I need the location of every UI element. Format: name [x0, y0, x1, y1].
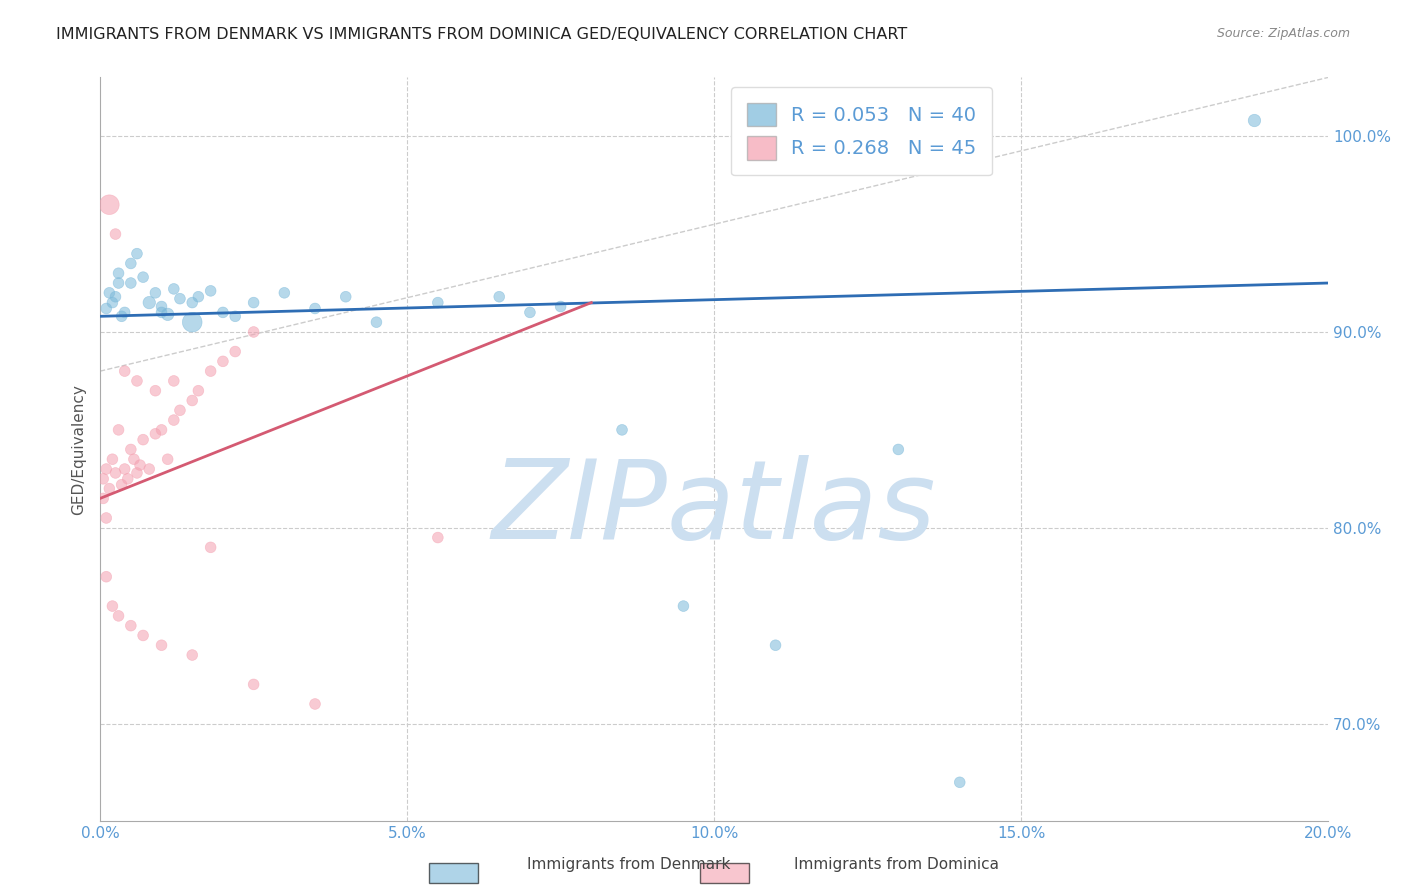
Point: [132, 628, 155, 642]
Point: [335, 290, 357, 304]
Point: [107, 608, 129, 623]
Point: [120, 442, 142, 457]
Point: [125, 246, 148, 260]
Point: [104, 290, 127, 304]
Point: [98, 197, 121, 211]
Point: [145, 384, 167, 398]
Point: [114, 462, 136, 476]
Point: [212, 354, 235, 368]
Point: [101, 452, 124, 467]
Text: Immigrants from Denmark: Immigrants from Denmark: [527, 857, 731, 872]
Point: [107, 266, 129, 280]
Text: ZIPatlas: ZIPatlas: [492, 456, 936, 563]
Point: [91, 472, 114, 486]
Point: [96, 462, 118, 476]
Point: [304, 697, 326, 711]
Text: Source: ZipAtlas.com: Source: ZipAtlas.com: [1216, 27, 1350, 40]
Point: [111, 310, 134, 324]
Point: [111, 477, 134, 491]
Point: [187, 384, 209, 398]
Point: [163, 374, 186, 388]
Point: [150, 423, 173, 437]
Point: [169, 292, 191, 306]
Text: IMMIGRANTS FROM DENMARK VS IMMIGRANTS FROM DOMINICA GED/EQUIVALENCY CORRELATION : IMMIGRANTS FROM DENMARK VS IMMIGRANTS FR…: [56, 27, 907, 42]
Point: [1243, 113, 1265, 128]
Legend: R = 0.053   N = 40, R = 0.268   N = 45: R = 0.053 N = 40, R = 0.268 N = 45: [731, 87, 993, 176]
Point: [138, 462, 160, 476]
Point: [169, 403, 191, 417]
Point: [104, 227, 127, 241]
Point: [96, 301, 118, 316]
Y-axis label: GED/Equivalency: GED/Equivalency: [72, 384, 86, 515]
Point: [672, 599, 695, 613]
Point: [132, 270, 155, 285]
Point: [101, 599, 124, 613]
Point: [366, 315, 388, 329]
Point: [181, 393, 204, 408]
Point: [150, 638, 173, 652]
Point: [120, 276, 142, 290]
Point: [224, 344, 246, 359]
Text: Immigrants from Dominica: Immigrants from Dominica: [794, 857, 1000, 872]
Point: [132, 433, 155, 447]
Point: [200, 541, 222, 555]
Point: [242, 677, 264, 691]
Point: [304, 301, 326, 316]
Point: [156, 452, 179, 467]
Point: [187, 290, 209, 304]
Point: [107, 423, 129, 437]
Point: [96, 570, 118, 584]
Point: [163, 282, 186, 296]
Point: [887, 442, 910, 457]
Point: [200, 284, 222, 298]
Point: [125, 466, 148, 480]
Point: [129, 458, 152, 472]
Point: [242, 325, 264, 339]
Point: [163, 413, 186, 427]
Point: [107, 276, 129, 290]
Point: [120, 618, 142, 632]
Point: [242, 295, 264, 310]
Point: [150, 305, 173, 319]
Point: [181, 315, 204, 329]
Point: [765, 638, 787, 652]
Point: [181, 648, 204, 662]
Point: [114, 364, 136, 378]
Point: [488, 290, 510, 304]
Point: [138, 295, 160, 310]
Point: [519, 305, 541, 319]
Point: [101, 295, 124, 310]
Point: [125, 374, 148, 388]
Point: [117, 472, 139, 486]
Point: [181, 295, 204, 310]
Point: [145, 285, 167, 300]
Point: [122, 452, 145, 467]
Point: [104, 466, 127, 480]
Point: [426, 531, 449, 545]
Point: [426, 295, 449, 310]
Point: [98, 285, 121, 300]
Point: [200, 364, 222, 378]
Point: [212, 305, 235, 319]
Point: [145, 426, 167, 441]
Point: [610, 423, 633, 437]
Point: [156, 307, 179, 321]
Point: [91, 491, 114, 506]
Point: [550, 300, 572, 314]
Point: [150, 300, 173, 314]
Point: [114, 305, 136, 319]
Point: [273, 285, 295, 300]
Point: [949, 775, 972, 789]
Point: [224, 310, 246, 324]
Point: [98, 482, 121, 496]
Point: [96, 511, 118, 525]
Point: [120, 256, 142, 270]
